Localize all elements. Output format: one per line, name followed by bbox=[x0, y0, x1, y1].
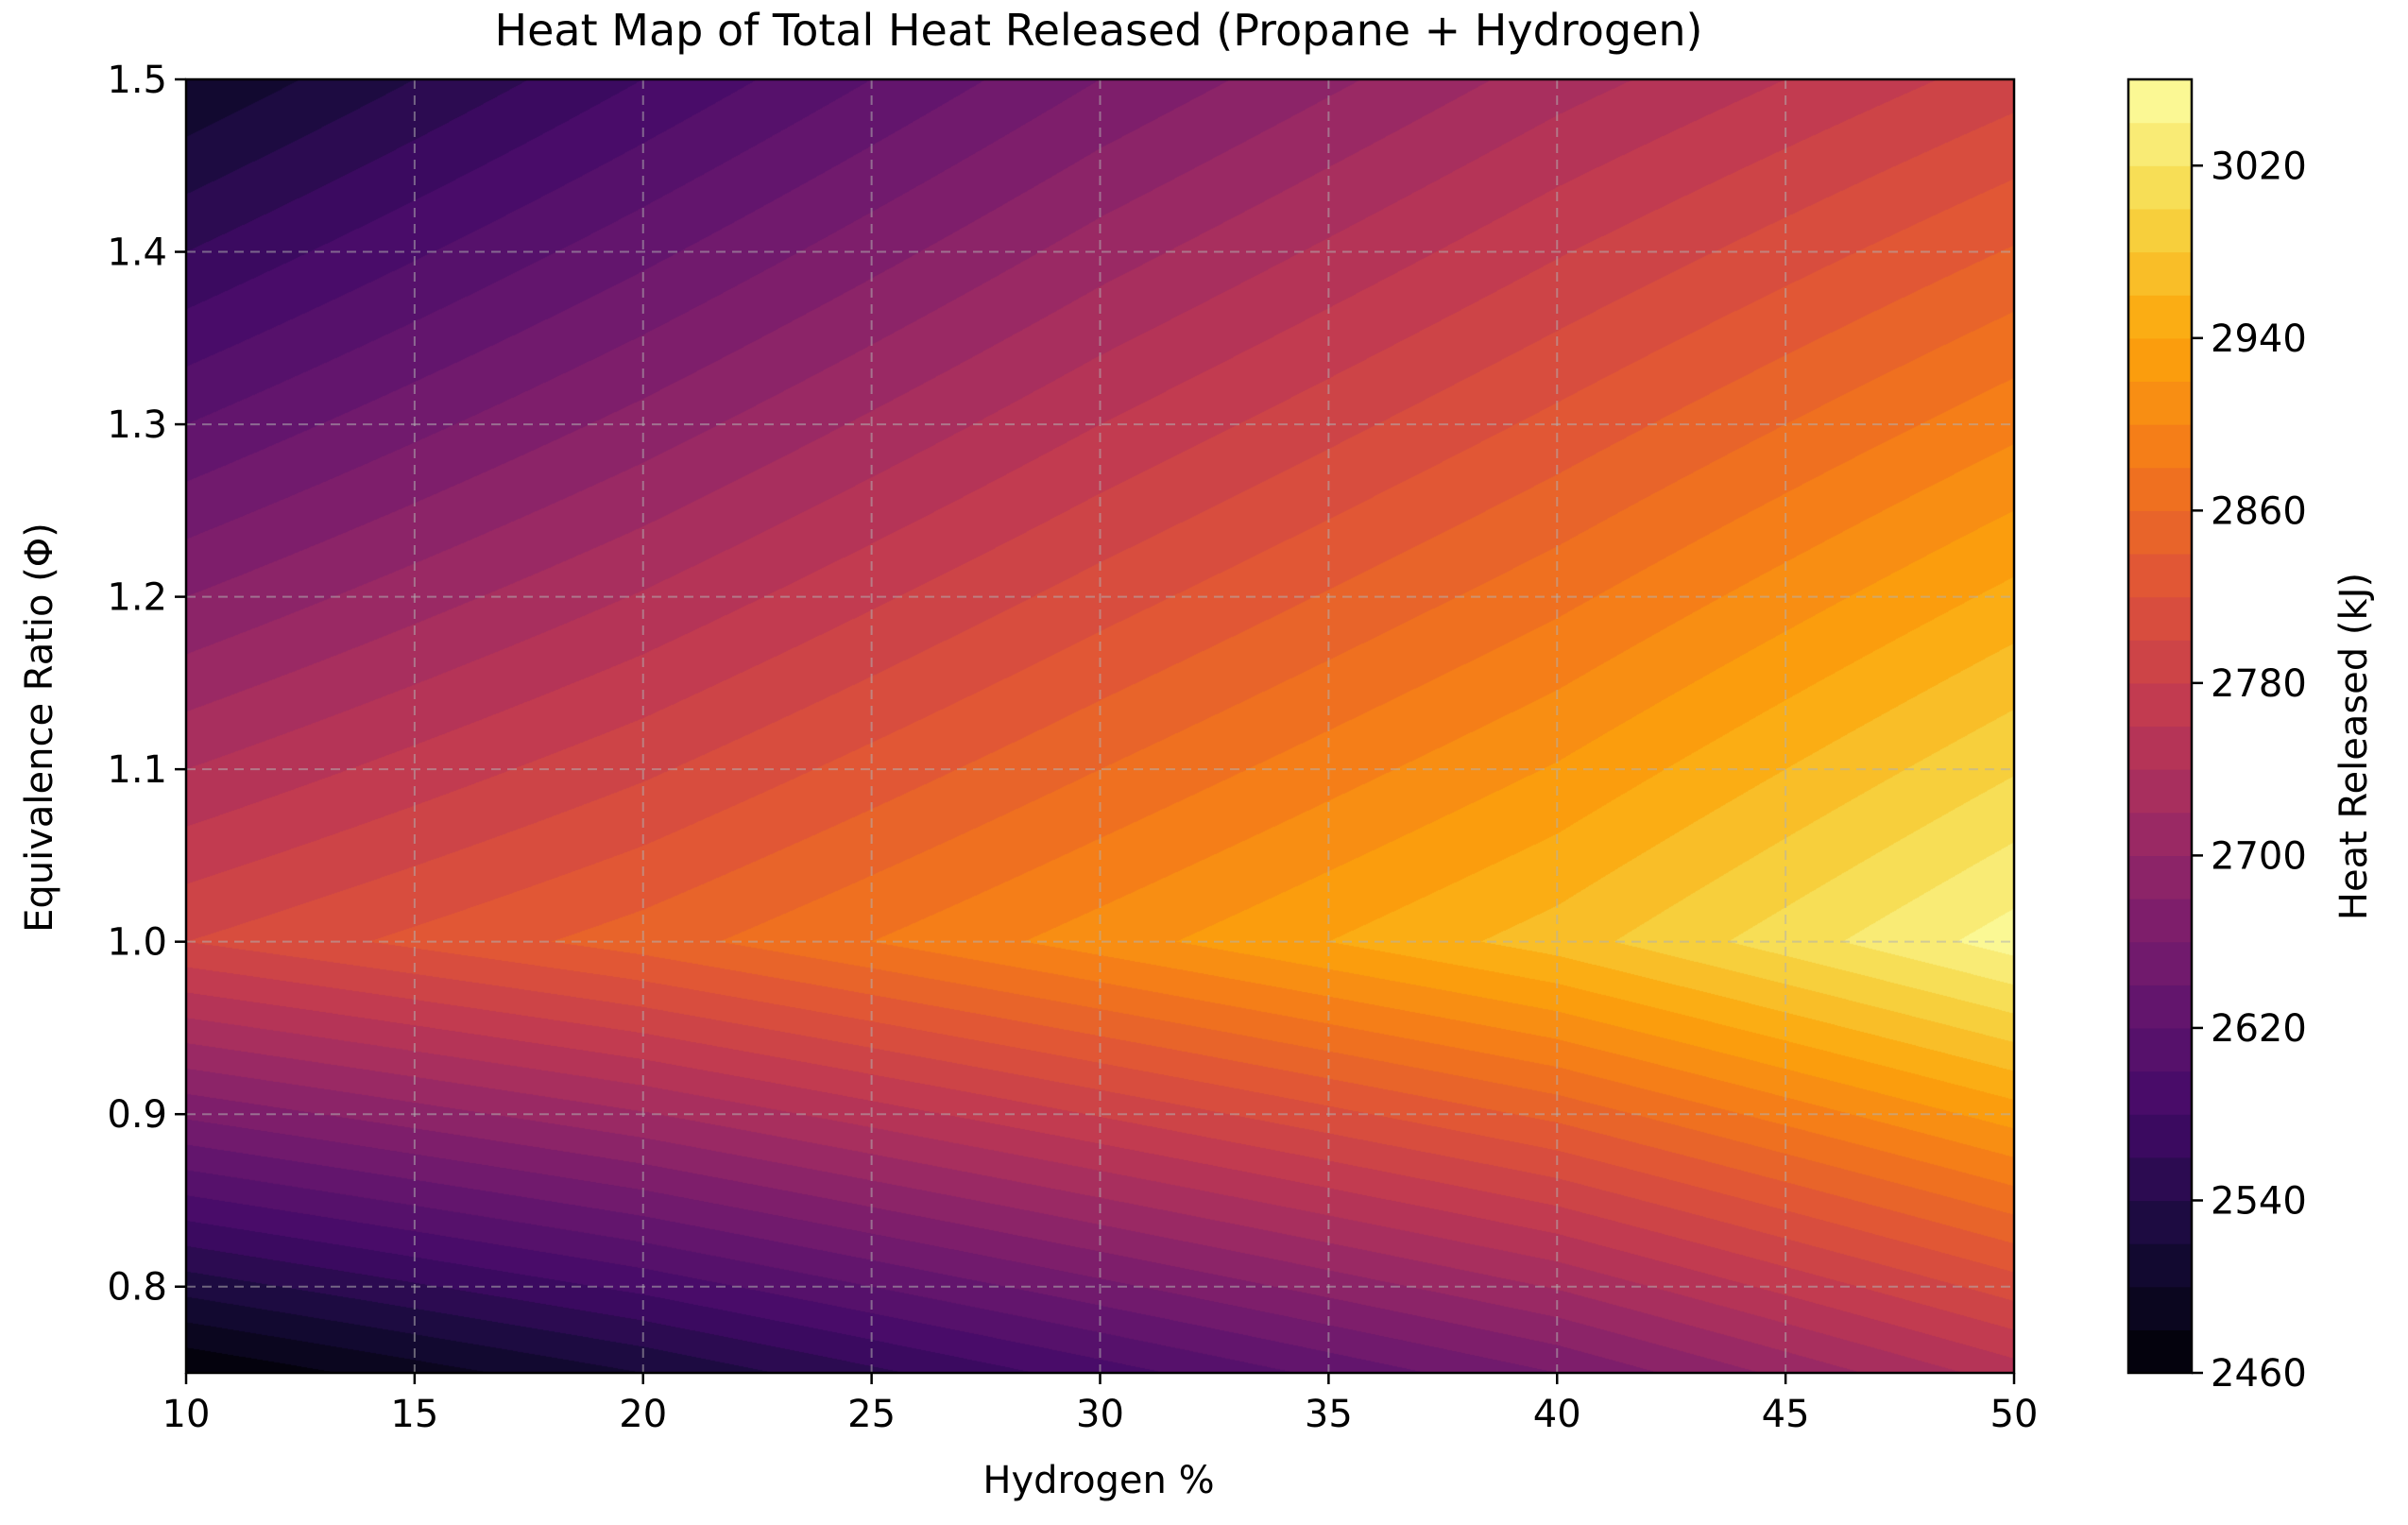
colorbar-tick-label: 2700 bbox=[2211, 834, 2307, 878]
colorbar: 2460 2540 2620 2700 2780 2860 2940 3020 bbox=[2126, 77, 2307, 1396]
colorbar-segment bbox=[2128, 1157, 2192, 1202]
colorbar-segment bbox=[2128, 1329, 2192, 1374]
colorbar-tick-label: 2540 bbox=[2211, 1179, 2307, 1223]
colorbar-segment bbox=[2128, 1027, 2192, 1072]
colorbar-tick-label: 3020 bbox=[2211, 145, 2307, 188]
x-tick-label: 35 bbox=[1305, 1393, 1353, 1436]
colorbar-segment bbox=[2128, 1114, 2192, 1158]
x-tick-label: 15 bbox=[390, 1393, 438, 1436]
colorbar-segment bbox=[2128, 596, 2192, 641]
colorbar-segment bbox=[2128, 251, 2192, 296]
y-tick-label: 1.1 bbox=[107, 748, 167, 792]
chart-title: Heat Map of Total Heat Released (Propane… bbox=[495, 5, 1703, 56]
x-tick-label: 25 bbox=[847, 1393, 896, 1436]
y-tick-label: 1.0 bbox=[107, 921, 167, 965]
colorbar-segment bbox=[2128, 122, 2192, 166]
colorbar-segment bbox=[2128, 855, 2192, 900]
colorbar-segment bbox=[2128, 769, 2192, 814]
colorbar-segment bbox=[2128, 1071, 2192, 1115]
colorbar-segment bbox=[2128, 510, 2192, 555]
colorbar-segment bbox=[2128, 381, 2192, 425]
colorbar-tick-label: 2460 bbox=[2211, 1352, 2307, 1396]
colorbar-segment bbox=[2128, 1243, 2192, 1288]
y-tick-label: 0.8 bbox=[107, 1266, 167, 1310]
colorbar-segment bbox=[2128, 165, 2192, 210]
colorbar-label: Heat Released (kJ) bbox=[2332, 573, 2376, 920]
colorbar-tick-label: 2940 bbox=[2211, 317, 2307, 361]
colorbar-frame bbox=[2126, 77, 2194, 1375]
y-tick-label: 0.9 bbox=[107, 1093, 167, 1137]
colorbar-segment bbox=[2128, 467, 2192, 511]
colorbar-segment bbox=[2128, 941, 2192, 985]
colorbar-tick-label: 2780 bbox=[2211, 662, 2307, 706]
y-axis-label: Equivalence Ratio (Φ) bbox=[18, 523, 61, 933]
colorbar-tick-label: 2860 bbox=[2211, 489, 2307, 533]
axes: 10 15 20 25 30 35 40 45 50 0.8 0.9 1.0 1.1 1.2 1.3 1.4 1… bbox=[107, 59, 2038, 1436]
colorbar-segment bbox=[2128, 812, 2192, 856]
x-tick-label: 50 bbox=[1990, 1393, 2039, 1436]
colorbar-segment bbox=[2128, 640, 2192, 684]
colorbar-segment bbox=[2128, 424, 2192, 469]
x-tick-label: 45 bbox=[1762, 1393, 1810, 1436]
colorbar-segment bbox=[2128, 1286, 2192, 1330]
colorbar-segment bbox=[2128, 899, 2192, 943]
y-tick-label: 1.4 bbox=[107, 231, 167, 275]
x-tick-label: 10 bbox=[162, 1393, 211, 1436]
colorbar-segment bbox=[2128, 337, 2192, 383]
grid-lines bbox=[185, 78, 2015, 1373]
x-tick-label: 20 bbox=[619, 1393, 667, 1436]
x-axis-label: Hydrogen % bbox=[982, 1459, 1214, 1502]
y-tick-label: 1.3 bbox=[107, 403, 167, 447]
colorbar-segment bbox=[2128, 79, 2192, 124]
colorbar-segment bbox=[2128, 1200, 2192, 1244]
colorbar-segment bbox=[2128, 682, 2192, 728]
y-tick-label: 1.2 bbox=[107, 576, 167, 620]
colorbar-segment bbox=[2128, 726, 2192, 770]
colorbar-segment bbox=[2128, 985, 2192, 1029]
x-tick-label: 30 bbox=[1076, 1393, 1124, 1436]
colorbar-segment bbox=[2128, 553, 2192, 598]
colorbar-tick-label: 2620 bbox=[2211, 1007, 2307, 1051]
x-tick-label: 40 bbox=[1533, 1393, 1581, 1436]
colorbar-segment bbox=[2128, 208, 2192, 253]
colorbar-segment bbox=[2128, 295, 2192, 339]
y-tick-label: 1.5 bbox=[107, 59, 167, 102]
